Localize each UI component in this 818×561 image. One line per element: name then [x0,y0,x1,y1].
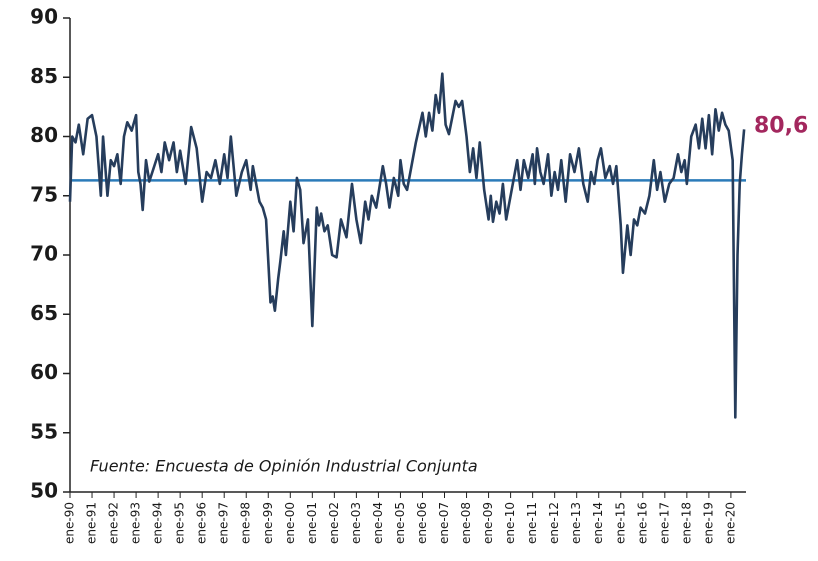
x-tick-label: ene-02 [327,502,341,544]
x-tick-label: ene-11 [525,502,539,544]
x-tick-label: ene-92 [107,502,121,544]
source-note: Fuente: Encuesta de Opinión Industrial C… [90,457,478,476]
y-tick-label: 50 [30,479,58,503]
x-tick-label: ene-19 [701,502,715,544]
x-tick-label: ene-00 [283,502,297,544]
x-tick-label: ene-05 [393,502,407,544]
x-tick-label: ene-09 [481,502,495,544]
x-tick-label: ene-01 [305,502,319,544]
x-tick-label: ene-16 [635,502,649,544]
x-tick-label: ene-97 [217,502,231,544]
y-tick-label: 85 [30,64,58,88]
y-tick-label: 75 [30,182,58,206]
x-tick-label: ene-10 [503,502,517,544]
x-tick-label: ene-94 [151,502,165,544]
x-tick-label: ene-12 [547,502,561,544]
x-tick-label: ene-90 [63,502,77,544]
x-tick-label: ene-13 [569,502,583,544]
end-label: 80,6 [754,113,808,138]
x-tick-label: ene-07 [437,502,451,544]
x-tick-label: ene-99 [261,502,275,544]
y-tick-label: 70 [30,242,58,266]
x-tick-label: ene-04 [371,502,385,544]
y-tick-label: 65 [30,301,58,325]
x-tick-label: ene-96 [195,502,209,544]
y-tick-label: 60 [30,360,58,384]
data-line [68,72,746,419]
y-tick-label: 80 [30,123,58,147]
x-tick-label: ene-03 [349,502,363,544]
x-tick-label: ene-98 [239,502,253,544]
x-tick-label: ene-14 [591,502,605,544]
x-tick-label: ene-08 [459,502,473,544]
x-tick-label: ene-95 [173,502,187,544]
x-tick-label: ene-91 [85,502,99,544]
x-tick-label: ene-15 [613,502,627,544]
x-tick-label: ene-20 [723,502,737,544]
x-tick-label: ene-18 [679,502,693,544]
x-tick-label: ene-17 [657,502,671,544]
x-tick-label: ene-06 [415,502,429,544]
x-tick-label: ene-93 [129,502,143,544]
y-tick-label: 55 [30,419,58,443]
y-tick-label: 90 [30,5,58,29]
